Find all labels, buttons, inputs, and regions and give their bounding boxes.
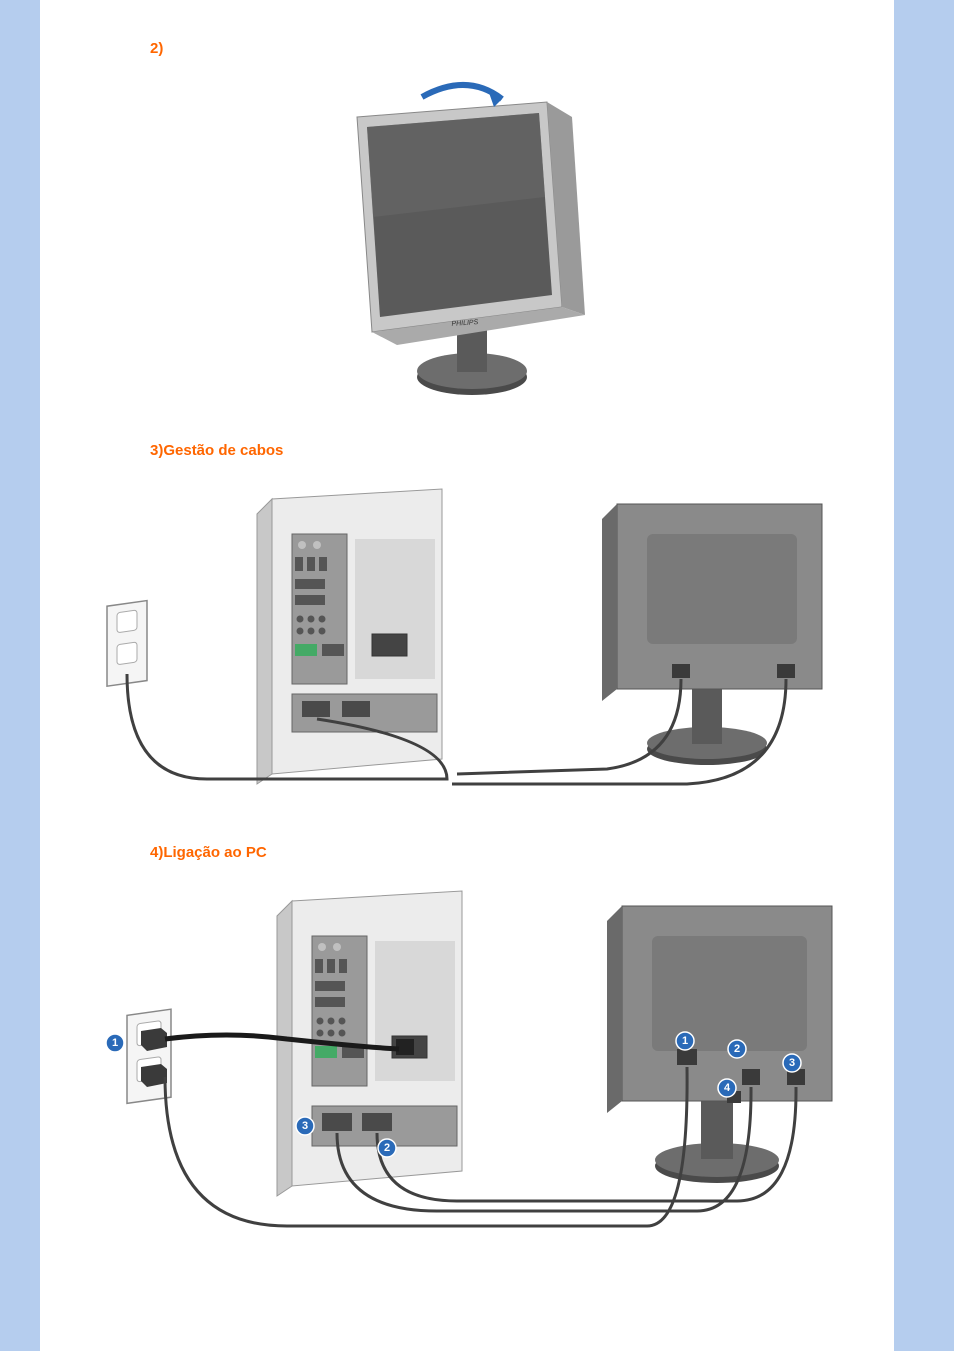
step-2-label: 2) (150, 40, 874, 57)
signal-cable-a (457, 679, 681, 774)
document-page: 2) PHILIPS 3)Gestão de cabos (40, 0, 894, 1351)
step-4-label: 4)Ligação ao PC (150, 844, 874, 861)
svg-text:1: 1 (112, 1037, 118, 1049)
pc-tower-rear-2 (277, 891, 462, 1196)
callout-mon-vga: 3 (783, 1054, 801, 1072)
monitor-rear (602, 504, 822, 765)
svg-text:2: 2 (384, 1142, 390, 1154)
pc-tower-rear (257, 489, 442, 784)
monitor-rear-2 (607, 906, 832, 1183)
cable-management-illustration (87, 479, 847, 809)
diagram-step-2: PHILIPS (60, 77, 874, 412)
callout-outlet-1: 1 (106, 1034, 124, 1052)
callout-pc-vga: 2 (378, 1139, 396, 1157)
svg-text:1: 1 (682, 1035, 688, 1047)
svg-text:2: 2 (734, 1043, 740, 1055)
svg-text:3: 3 (789, 1057, 795, 1069)
diagram-step-3 (60, 479, 874, 814)
wall-outlet (107, 601, 147, 687)
diagram-step-4: 1 3 2 1 2 3 4 (60, 881, 874, 1256)
callout-mon-dvi: 2 (728, 1040, 746, 1058)
step-3-label: 3)Gestão de cabos (150, 442, 874, 459)
svg-text:4: 4 (724, 1082, 731, 1094)
callout-pc-dvi: 3 (296, 1117, 314, 1135)
pc-connection-illustration: 1 3 2 1 2 3 4 (87, 881, 847, 1251)
monitor-tilt-illustration: PHILIPS (327, 77, 607, 407)
callout-mon-power: 1 (676, 1032, 694, 1050)
callout-mon-audio: 4 (718, 1079, 736, 1097)
svg-text:3: 3 (302, 1120, 308, 1132)
